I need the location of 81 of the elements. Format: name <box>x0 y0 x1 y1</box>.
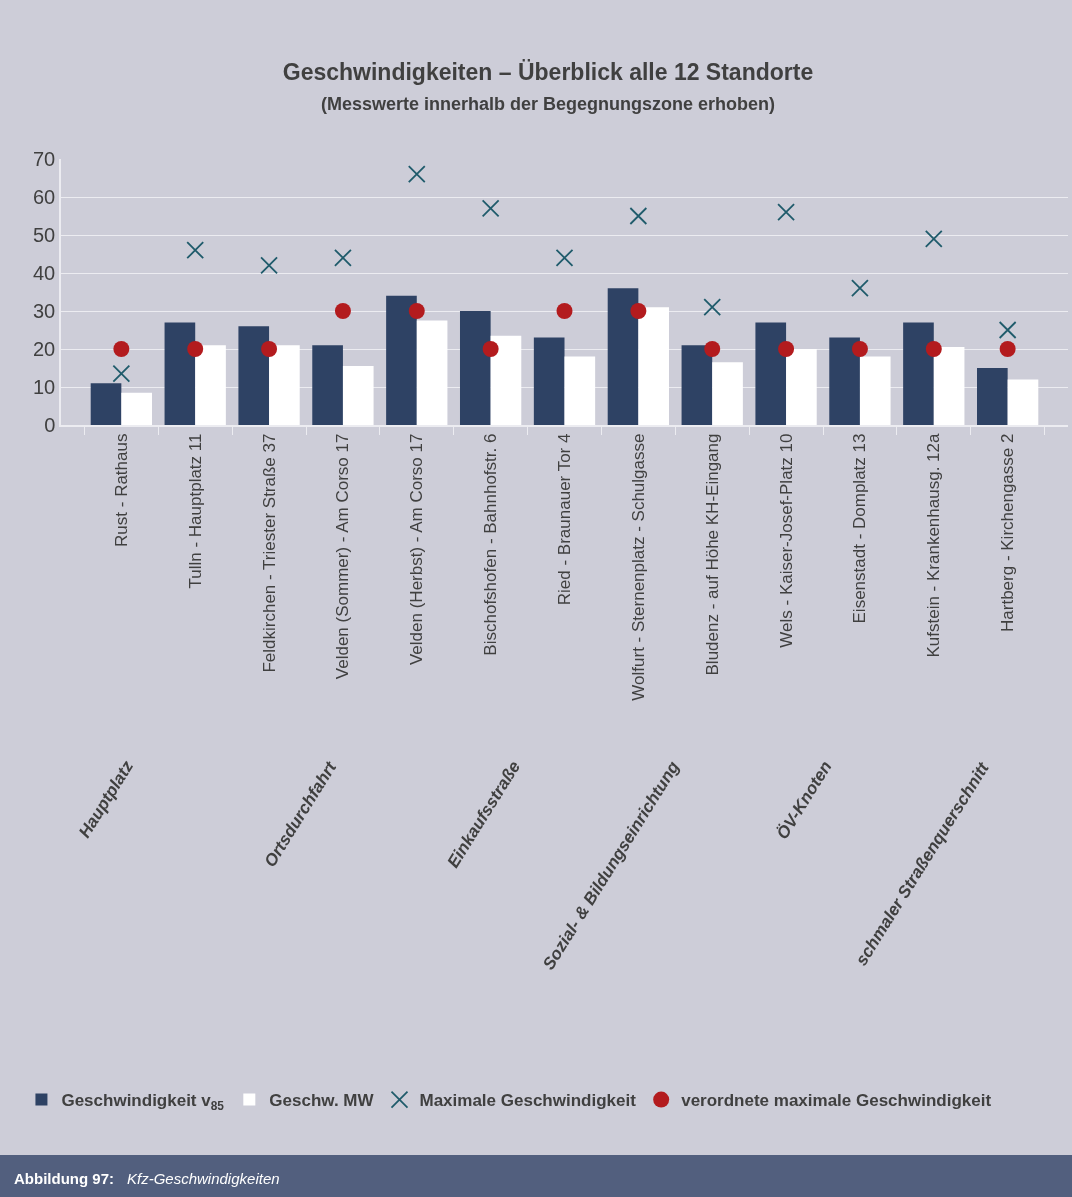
bar <box>829 337 860 425</box>
y-tick-label: 0 <box>44 414 56 436</box>
point <box>998 321 1017 339</box>
point <box>999 341 1016 357</box>
legend-label: Geschwindigkeit v$_{85}$ <box>61 1091 225 1113</box>
bar <box>164 322 196 425</box>
bar <box>786 349 817 425</box>
bar <box>90 383 122 425</box>
point <box>334 303 351 319</box>
bar <box>121 392 152 425</box>
point <box>629 207 648 225</box>
x-tick-label: Tulln - Hauptplatz 11 <box>185 433 205 589</box>
point <box>556 303 573 319</box>
text: Kfz-Geschwindigkeiten <box>127 1170 280 1187</box>
y-tick-label: 10 <box>33 376 56 398</box>
bar <box>1007 379 1039 425</box>
bar <box>416 320 448 425</box>
point <box>555 248 574 267</box>
point <box>408 303 425 319</box>
bar <box>933 347 965 425</box>
x-tick-label: Wels - Kaiser-Josef-Platz 10 <box>776 433 796 648</box>
bar <box>195 345 226 425</box>
x-tick-label: Velden (Sommer) - Am Corso 17 <box>333 433 353 680</box>
point <box>407 165 426 184</box>
bar <box>312 345 343 425</box>
bar <box>681 345 713 425</box>
point <box>704 341 721 357</box>
bar <box>238 326 270 425</box>
legend-label: Maximale Geschwindigkeit <box>419 1091 637 1111</box>
point <box>778 341 795 357</box>
point <box>186 241 205 260</box>
point <box>482 341 499 357</box>
x-tick-label: Ried - Braunauer Tor 4 <box>555 433 575 606</box>
point <box>261 341 278 357</box>
x-tick-label: Velden (Herbst) - Am Corso 17 <box>407 433 427 666</box>
chart-subtitle: (Messwerte innerhalb der Begegnungszone erhoben) <box>321 94 776 114</box>
point <box>924 229 943 248</box>
point <box>703 298 722 317</box>
bar <box>533 337 565 425</box>
bar <box>859 356 891 425</box>
point <box>112 364 131 383</box>
y-tick-label: 40 <box>33 262 56 284</box>
bar <box>638 307 670 425</box>
y-tick-label: 50 <box>33 224 56 246</box>
legend-label: verordnete maximale Geschwindigkeit <box>681 1091 992 1111</box>
bar <box>755 322 787 425</box>
x-tick-label: Eisenstadt - Domplatz 13 <box>850 433 870 624</box>
bar <box>342 366 374 425</box>
point <box>260 256 278 275</box>
point <box>851 341 868 357</box>
legend-label: Geschw. MW <box>269 1091 375 1111</box>
bar <box>564 356 596 425</box>
point <box>851 279 869 298</box>
x-tick-label: Rust - Rathaus <box>111 433 131 547</box>
chart-title: Geschwindigkeiten – Überblick alle 12 Standorte <box>282 59 814 86</box>
bar <box>712 362 743 425</box>
point <box>630 303 647 319</box>
point <box>777 203 795 222</box>
point <box>925 341 942 357</box>
text: Abbildung 97: <box>14 1170 114 1187</box>
y-tick-label: 60 <box>33 186 56 208</box>
x-tick-label: Bischofshofen - Bahnhofstr. 6 <box>481 433 501 656</box>
x-tick-label: Bludenz - auf Höhe KH-Eingang <box>702 433 722 676</box>
bar <box>607 288 639 425</box>
point <box>187 341 204 357</box>
x-tick-label: Hartberg - Kirchengasse 2 <box>998 433 1018 632</box>
bar <box>269 345 300 425</box>
x-tick-label: Wolfurt - Sternenplatz - Schulgasse <box>628 433 648 701</box>
point <box>481 199 500 218</box>
y-tick-label: 20 <box>33 338 56 360</box>
x-tick-label: Feldkirchen - Triester Straße 37 <box>259 433 279 673</box>
bar <box>903 322 934 425</box>
y-tick-label: 70 <box>33 148 56 170</box>
point <box>113 341 130 357</box>
bar <box>490 335 522 425</box>
y-tick-label: 30 <box>33 300 56 322</box>
point <box>334 248 352 267</box>
bar <box>977 368 1008 425</box>
bar <box>386 295 417 425</box>
bar <box>459 311 491 425</box>
x-tick-label: Kufstein - Krankenhausg. 12a <box>924 433 944 658</box>
